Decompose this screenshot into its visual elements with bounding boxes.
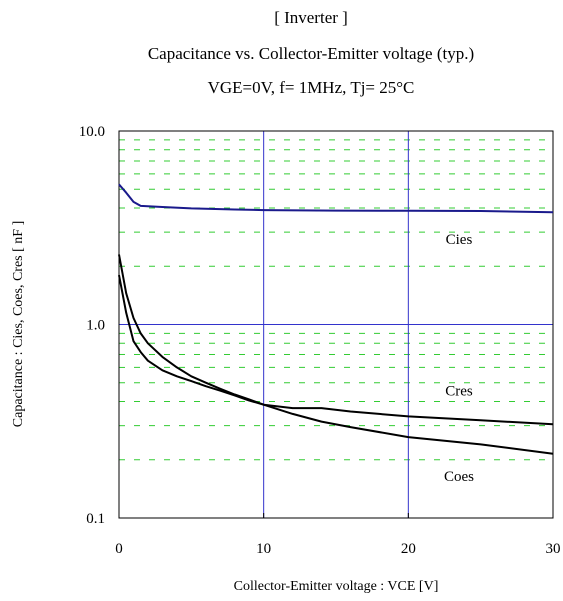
series-label-cies: Cies (446, 232, 473, 248)
y-tick-label: 1.0 (86, 318, 105, 334)
series-layer (118, 183, 554, 455)
x-tick-label: 20 (401, 541, 416, 557)
chart-subtitle-2: VGE=0V, f= 1MHz, Tj= 25°C (207, 78, 415, 97)
series-label-cres: Cres (445, 383, 473, 399)
series-labels: Cies Cres Coes (444, 232, 474, 485)
x-tick-label: 0 (115, 541, 123, 557)
y-axis-label: Capacitance : Cies, Coes, Cres [ nF ] (11, 221, 26, 427)
chart-subtitle-1: Capacitance vs. Collector-Emitter voltag… (147, 44, 475, 63)
y-tick-label: 10.0 (79, 124, 105, 140)
series-coes-line (118, 254, 554, 455)
series-cres-line (118, 274, 554, 426)
x-tick-label: 30 (546, 541, 561, 557)
series-label-coes: Coes (444, 469, 474, 485)
plot-frame (118, 130, 554, 519)
tick-labels: 0 10 20 30 0.1 1.0 10.0 (79, 124, 561, 557)
y-tick-label: 0.1 (86, 511, 105, 527)
x-axis-label: Collector-Emitter voltage : VCE [V] (234, 579, 439, 594)
series-cies-line (118, 183, 554, 214)
grid-layer (119, 131, 553, 518)
chart-title: [ Inverter ] (274, 8, 348, 27)
x-tick-label: 10 (256, 541, 271, 557)
